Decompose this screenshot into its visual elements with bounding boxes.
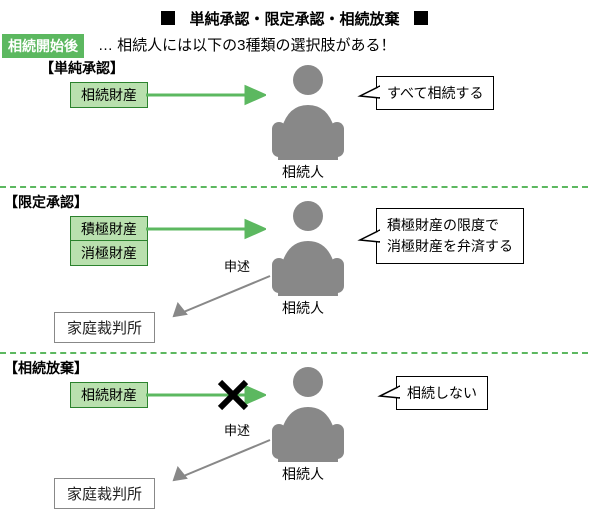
person-icon [268, 60, 348, 160]
page-title-row: 単純承認・限定承認・相続放棄 [0, 8, 589, 29]
court-box: 家庭裁判所 [54, 478, 155, 509]
speech-bubble-renounce: 相続しない [396, 376, 488, 410]
asset-box-positive: 積極財産 [70, 216, 148, 242]
section-divider [0, 186, 588, 188]
page-title: 単純承認・限定承認・相続放棄 [189, 11, 399, 28]
person-icon [268, 362, 348, 462]
square-icon [414, 11, 428, 25]
asset-box-negative: 消極財産 [70, 240, 148, 266]
timing-badge: 相続開始後 [2, 34, 84, 58]
asset-box-inheritance: 相続財産 [70, 82, 148, 108]
speech-line: すべて相続する [387, 85, 483, 101]
square-icon [161, 11, 175, 25]
court-box: 家庭裁判所 [54, 312, 155, 343]
heir-label: 相続人 [282, 298, 324, 318]
heir-label: 相続人 [282, 162, 324, 182]
subtitle-prefix: … [98, 37, 113, 54]
speech-bubble-simple: すべて相続する [376, 76, 494, 110]
arrow-grey-icon [160, 272, 280, 322]
subtitle: … 相続人には以下の3種類の選択肢がある！ [98, 34, 396, 55]
arrow-icon [146, 84, 266, 106]
heir-label: 相続人 [282, 464, 324, 484]
section-label-limited: 【限定承認】 [4, 192, 88, 212]
speech-tail-icon [356, 82, 380, 102]
speech-bubble-limited: 積極財産の限度で 消極財産を弁済する [376, 208, 524, 264]
section-label-simple: 【単純承認】 [40, 58, 124, 78]
section-label-renounce: 【相続放棄】 [4, 358, 88, 378]
cross-icon [216, 378, 250, 412]
asset-box-inheritance: 相続財産 [70, 382, 148, 408]
speech-line: 相続しない [407, 385, 477, 401]
speech-line: 積極財産の限度で [387, 217, 499, 233]
arrow-grey-icon [160, 436, 280, 486]
speech-tail-icon [376, 382, 400, 402]
speech-tail-icon [356, 226, 380, 246]
subtitle-text: 相続人には以下の3種類の選択肢がある！ [117, 37, 395, 54]
arrow-icon [146, 218, 266, 240]
speech-line: 消極財産を弁済する [387, 238, 513, 254]
person-icon [268, 196, 348, 296]
section-divider [0, 352, 588, 354]
